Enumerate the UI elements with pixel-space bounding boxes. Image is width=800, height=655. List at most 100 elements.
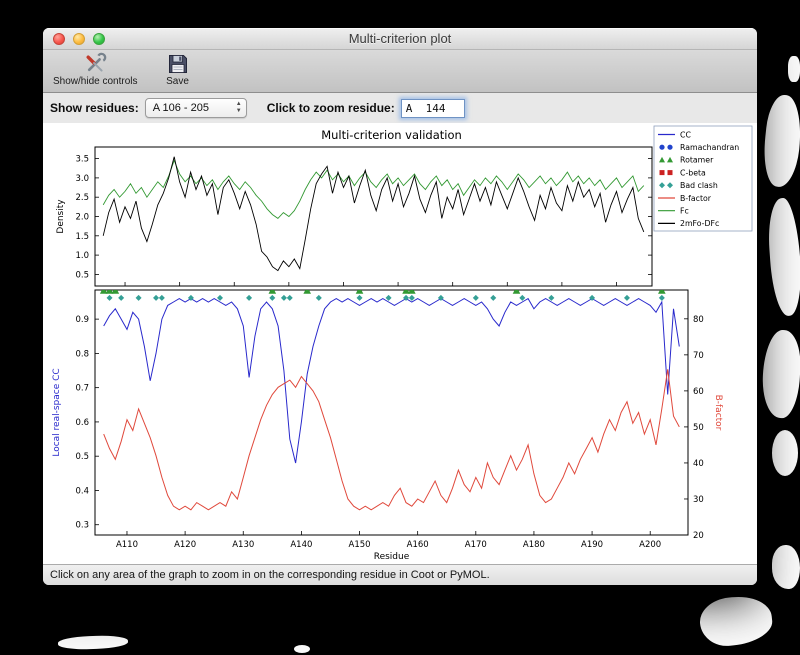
bfactor-ytick-label: 70 bbox=[693, 351, 704, 361]
rotamer-marker bbox=[512, 290, 521, 294]
plot-title: Multi-criterion validation bbox=[321, 128, 462, 142]
cc-ytick-label: 0.9 bbox=[75, 315, 89, 325]
density-axis-label: Density bbox=[56, 199, 66, 234]
legend-label: CC bbox=[680, 130, 691, 139]
bad-clash-marker bbox=[472, 294, 479, 301]
bad-clash-marker bbox=[135, 294, 142, 301]
save-icon bbox=[166, 52, 190, 76]
bad-clash-marker bbox=[286, 294, 293, 301]
bfactor-ytick-label: 20 bbox=[693, 531, 704, 541]
bad-clash-marker bbox=[106, 294, 113, 301]
top-ytick-label: 3.0 bbox=[75, 174, 89, 184]
bad-clash-marker bbox=[280, 294, 287, 301]
multi-criterion-figure[interactable]: Multi-criterion validation 0.5 1.0 1.5 2.0 2.… bbox=[43, 123, 757, 563]
x-tick-label: A120 bbox=[174, 540, 196, 550]
rotamer-marker bbox=[658, 290, 666, 294]
x-tick-label: A170 bbox=[465, 540, 487, 550]
legend-sample-triangle bbox=[659, 156, 665, 163]
bad-clash-marker bbox=[658, 294, 665, 301]
x-tick-label: A130 bbox=[232, 540, 254, 550]
window-controls bbox=[53, 33, 105, 45]
scan-artifact bbox=[765, 197, 800, 317]
zoom-button[interactable] bbox=[93, 33, 105, 45]
rotamer-marker bbox=[99, 290, 108, 294]
stepper-arrows-icon: ▲ ▼ bbox=[235, 101, 242, 114]
legend-label: B-factor bbox=[680, 194, 712, 203]
x-tick-label: A140 bbox=[290, 540, 312, 550]
legend-sample-circle bbox=[659, 144, 665, 150]
rotamer-marker bbox=[303, 290, 312, 294]
top-ytick-label: 2.0 bbox=[75, 213, 89, 223]
residue-range-select[interactable]: A 106 - 205 ▲ ▼ bbox=[144, 98, 247, 118]
bottom-axes-frame bbox=[94, 289, 689, 536]
bfactor-ytick-label: 30 bbox=[693, 495, 704, 505]
title-bar[interactable]: Multi-criterion plot bbox=[43, 28, 757, 50]
cc-ytick-label: 0.7 bbox=[75, 384, 89, 394]
bad-clash-marker bbox=[519, 294, 526, 301]
zoom-residue-label: Click to zoom residue: bbox=[266, 101, 395, 115]
scan-artifact bbox=[788, 56, 800, 82]
bfactor-ytick-label: 40 bbox=[693, 459, 704, 469]
zoom-residue-input[interactable] bbox=[400, 98, 465, 118]
legend-label: 2mFo-DFc bbox=[680, 219, 719, 228]
bfactor-axis-label: B-factor bbox=[713, 395, 723, 431]
top-ytick-label: 0.5 bbox=[75, 270, 89, 280]
residue-range-value: A 106 - 205 bbox=[152, 102, 209, 114]
show-residues-label: Show residues: bbox=[50, 101, 139, 115]
rotamer-marker bbox=[268, 290, 277, 294]
series-Fc bbox=[102, 159, 645, 219]
x-tick-label: A190 bbox=[581, 540, 603, 550]
bad-clash-marker bbox=[408, 294, 415, 301]
scan-artifact bbox=[697, 593, 775, 649]
rotamer-marker bbox=[355, 290, 364, 294]
bfactor-ytick-label: 80 bbox=[693, 315, 704, 325]
bad-clash-marker bbox=[153, 294, 160, 301]
legend-sample-square bbox=[667, 170, 673, 176]
scan-artifact bbox=[294, 645, 310, 653]
series-2mFo-DFc bbox=[102, 156, 645, 272]
bad-clash-marker bbox=[356, 294, 363, 301]
controls-row: Show residues: A 106 - 205 ▲ ▼ Click to z… bbox=[43, 93, 757, 123]
scan-artifact bbox=[760, 93, 800, 189]
show-hide-controls-button[interactable]: Show/hide controls bbox=[53, 52, 138, 87]
bad-clash-marker bbox=[118, 294, 125, 301]
plot-panel[interactable]: Multi-criterion validation 0.5 1.0 1.5 2.0 2.… bbox=[43, 123, 757, 564]
legend-label: Rotamer bbox=[680, 156, 714, 165]
top-ytick-label: 3.5 bbox=[75, 155, 89, 165]
x-tick-label: A180 bbox=[523, 540, 545, 550]
top-axes-frame bbox=[94, 146, 653, 287]
series-CC bbox=[103, 297, 680, 464]
bad-clash-marker bbox=[187, 294, 194, 301]
status-text: Click on any area of the graph to zoom i… bbox=[50, 569, 490, 581]
cc-ytick-label: 0.4 bbox=[75, 486, 89, 496]
legend-label: Fc bbox=[680, 207, 689, 216]
rotamer-marker bbox=[105, 290, 114, 294]
top-ytick-label: 2.5 bbox=[75, 193, 89, 203]
bad-clash-marker bbox=[437, 294, 444, 301]
legend-sample-square bbox=[659, 170, 665, 176]
bfactor-ytick-label: 50 bbox=[693, 423, 704, 433]
bad-clash-marker bbox=[548, 294, 555, 301]
close-button[interactable] bbox=[53, 33, 65, 45]
save-button[interactable]: Save bbox=[166, 52, 190, 87]
legend-sample-circle bbox=[667, 144, 673, 150]
cc-ytick-label: 0.6 bbox=[75, 418, 89, 428]
cc-axis-label: Local real-space CC bbox=[52, 368, 62, 456]
save-button-label: Save bbox=[166, 76, 189, 87]
bad-clash-marker bbox=[403, 294, 410, 301]
window-title: Multi-criterion plot bbox=[348, 31, 452, 46]
show-hide-controls-label: Show/hide controls bbox=[53, 76, 138, 87]
status-bar: Click on any area of the graph to zoom i… bbox=[43, 564, 757, 585]
minimize-button[interactable] bbox=[73, 33, 85, 45]
cc-ytick-label: 0.3 bbox=[75, 521, 89, 531]
top-ytick-label: 1.0 bbox=[75, 251, 89, 261]
cc-ytick-label: 0.8 bbox=[75, 349, 89, 359]
bad-clash-marker bbox=[269, 294, 276, 301]
rotamer-marker bbox=[111, 290, 120, 294]
legend-box bbox=[653, 125, 753, 232]
rotamer-marker bbox=[408, 290, 416, 294]
legend-sample-diamond bbox=[659, 182, 665, 189]
scan-artifact bbox=[57, 634, 129, 651]
bad-clash-marker bbox=[623, 294, 630, 301]
